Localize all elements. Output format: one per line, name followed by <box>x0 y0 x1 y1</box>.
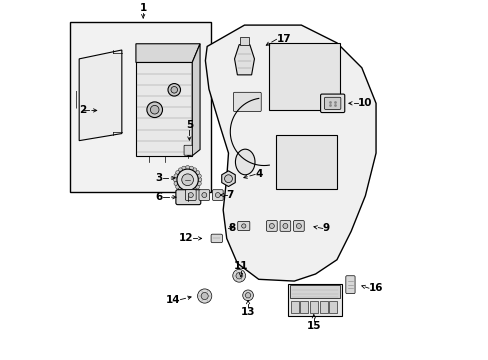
Text: 9: 9 <box>322 224 329 234</box>
Bar <box>276 135 336 189</box>
Bar <box>300 301 308 314</box>
Circle shape <box>201 292 208 300</box>
Text: 6: 6 <box>155 192 163 202</box>
FancyBboxPatch shape <box>185 190 196 201</box>
Bar <box>309 301 318 314</box>
Circle shape <box>195 185 199 189</box>
FancyBboxPatch shape <box>212 190 223 201</box>
Circle shape <box>241 224 245 228</box>
Text: 13: 13 <box>240 307 255 317</box>
FancyBboxPatch shape <box>324 97 340 109</box>
FancyBboxPatch shape <box>266 221 277 231</box>
Circle shape <box>242 290 253 301</box>
Circle shape <box>175 185 180 189</box>
Text: 4: 4 <box>255 170 262 179</box>
FancyBboxPatch shape <box>233 92 261 112</box>
FancyBboxPatch shape <box>237 221 249 231</box>
Text: 14: 14 <box>165 294 180 305</box>
Circle shape <box>188 193 193 198</box>
Polygon shape <box>136 44 200 62</box>
Bar <box>287 284 341 316</box>
Text: 7: 7 <box>226 190 234 200</box>
Circle shape <box>178 188 182 192</box>
Circle shape <box>197 289 211 303</box>
Text: 10: 10 <box>358 98 372 108</box>
Bar <box>319 301 327 314</box>
Circle shape <box>173 177 177 182</box>
Circle shape <box>150 105 159 114</box>
Text: 2: 2 <box>79 105 86 116</box>
Circle shape <box>185 166 189 170</box>
Circle shape <box>174 174 178 178</box>
FancyBboxPatch shape <box>183 145 192 155</box>
FancyBboxPatch shape <box>176 190 201 204</box>
Circle shape <box>197 174 201 178</box>
Circle shape <box>175 171 180 175</box>
Circle shape <box>146 102 162 117</box>
Circle shape <box>215 193 220 198</box>
Circle shape <box>202 193 206 198</box>
Circle shape <box>182 189 185 193</box>
Circle shape <box>296 224 301 229</box>
Polygon shape <box>221 171 235 186</box>
Circle shape <box>182 166 185 170</box>
Text: 1: 1 <box>139 3 146 13</box>
Circle shape <box>178 168 182 172</box>
Polygon shape <box>192 44 200 156</box>
Text: 15: 15 <box>306 321 321 331</box>
FancyBboxPatch shape <box>199 190 209 201</box>
Circle shape <box>232 269 245 282</box>
Text: 11: 11 <box>233 261 248 271</box>
Circle shape <box>189 166 193 170</box>
Bar <box>240 37 248 45</box>
Polygon shape <box>205 25 375 281</box>
Circle shape <box>182 174 193 186</box>
Bar <box>70 22 210 192</box>
Circle shape <box>192 168 197 172</box>
Circle shape <box>171 86 177 93</box>
Text: 5: 5 <box>185 120 193 130</box>
FancyBboxPatch shape <box>211 234 222 243</box>
Text: 8: 8 <box>228 224 235 234</box>
Circle shape <box>197 181 201 186</box>
Circle shape <box>269 224 274 229</box>
Bar <box>289 285 339 298</box>
Text: 16: 16 <box>368 283 383 293</box>
Polygon shape <box>234 45 254 75</box>
Ellipse shape <box>235 149 254 175</box>
Bar <box>290 301 298 314</box>
Text: 12: 12 <box>178 233 193 243</box>
Circle shape <box>192 188 197 192</box>
Bar <box>269 43 340 111</box>
Circle shape <box>177 169 198 190</box>
Circle shape <box>185 190 189 194</box>
Circle shape <box>245 293 250 298</box>
FancyBboxPatch shape <box>320 94 344 113</box>
FancyBboxPatch shape <box>345 276 354 293</box>
Bar <box>328 301 337 314</box>
Circle shape <box>283 224 287 229</box>
FancyBboxPatch shape <box>293 221 304 231</box>
Circle shape <box>236 273 242 279</box>
Text: 17: 17 <box>276 34 290 44</box>
Polygon shape <box>79 50 122 141</box>
Bar <box>136 62 192 156</box>
Text: 3: 3 <box>155 173 163 183</box>
Circle shape <box>174 181 178 186</box>
Circle shape <box>224 175 232 183</box>
Circle shape <box>168 84 180 96</box>
FancyBboxPatch shape <box>280 221 290 231</box>
Circle shape <box>189 189 193 193</box>
Circle shape <box>195 171 199 175</box>
Circle shape <box>197 177 202 182</box>
